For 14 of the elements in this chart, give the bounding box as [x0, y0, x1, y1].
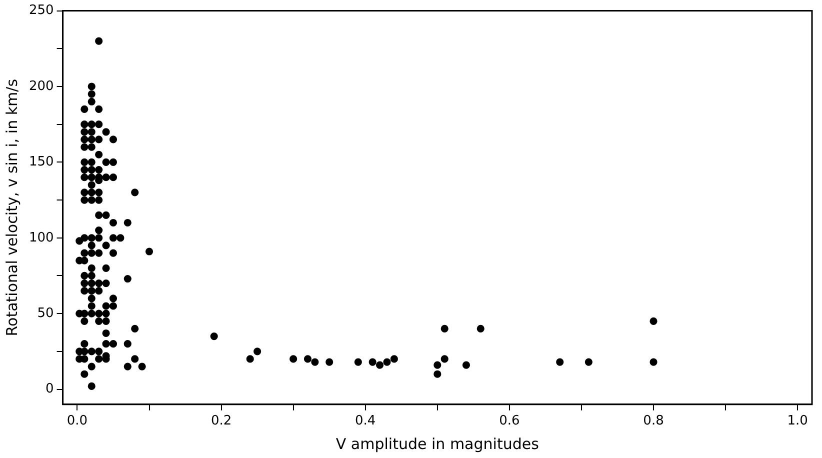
y-tick-label: 200 [28, 78, 54, 94]
x-tick-label: 0.6 [499, 414, 520, 429]
y-axis-title: Rotational velocity, v sin i, in km/s [2, 78, 21, 336]
x-tick-label: 0.2 [210, 414, 232, 429]
x-tick-label: 0.0 [66, 414, 88, 429]
y-tick-label: 0 [46, 382, 54, 397]
x-tick-label: 1.0 [787, 414, 808, 429]
x-axis-title: V amplitude in magnitudes [336, 434, 540, 453]
x-tick-label: 0.8 [643, 414, 664, 429]
y-tick-label: 150 [28, 154, 54, 170]
y-tick-label: 50 [37, 306, 54, 321]
x-tick-label: 0.4 [355, 414, 376, 429]
y-tick-label: 100 [28, 230, 54, 246]
y-tick-label: 250 [28, 3, 54, 18]
